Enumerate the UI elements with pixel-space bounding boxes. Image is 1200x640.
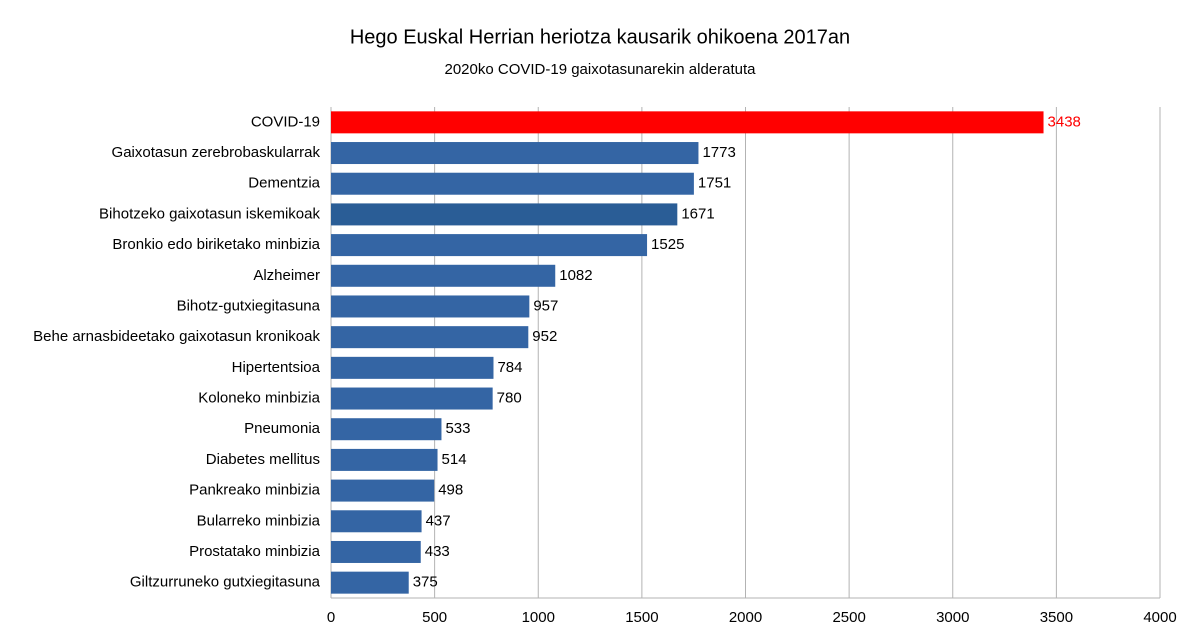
x-tick-label: 0 [327,609,335,626]
y-tick-label: Hipertentsioa [232,359,321,376]
bar [331,326,529,349]
bar [331,571,409,594]
y-tick-label: Prostatako minbizia [189,543,321,560]
bar [331,479,435,502]
bar [331,448,438,471]
y-tick-label: Diabetes mellitus [206,451,320,468]
y-tick-label: Giltzurruneko gutxiegitasuna [130,574,321,591]
y-tick-label: Pankreako minbizia [189,482,321,499]
chart-subtitle: 2020ko COVID-19 gaixotasunarekin alderat… [444,61,756,78]
value-label: 437 [426,512,451,529]
value-label: 514 [442,451,467,468]
value-label: 533 [445,420,470,437]
value-label: 433 [425,543,450,560]
bar [331,142,699,165]
chart-title: Hego Euskal Herrian heriotza kausarik oh… [350,26,850,48]
value-label: 957 [533,297,558,314]
value-label: 784 [497,359,522,376]
x-tick-label: 4000 [1143,609,1176,626]
y-tick-label: Gaixotasun zerebrobaskularrak [112,144,321,161]
value-label: 952 [532,328,557,345]
x-tick-label: 1500 [625,609,658,626]
bar [331,418,442,441]
y-tick-label: Bronkio edo biriketako minbizia [112,236,320,253]
y-tick-label: Bihotz-gutxiegitasuna [177,297,321,314]
bar [331,234,648,257]
y-tick-label: Koloneko minbizia [198,390,320,407]
x-tick-label: 3000 [936,609,969,626]
x-tick-label: 2000 [729,609,762,626]
value-label: 498 [438,482,463,499]
y-tick-label: Dementzia [248,175,320,192]
bar [331,172,694,195]
bar [331,264,556,287]
bar [331,510,422,533]
value-label: 1671 [681,205,714,222]
value-label: 1773 [702,144,735,161]
bar [331,387,493,410]
y-tick-label: Alzheimer [253,267,320,284]
y-tick-label: COVID-19 [251,113,320,130]
y-tick-label: Pneumonia [244,420,321,437]
x-tick-label: 3500 [1040,609,1073,626]
bar [331,356,494,379]
value-label: 3438 [1048,113,1081,130]
value-label: 780 [497,390,522,407]
y-tick-label: Bihotzeko gaixotasun iskemikoak [99,205,320,222]
value-label: 1082 [559,267,592,284]
y-tick-label: Bularreko minbizia [197,512,321,529]
bar [331,540,421,563]
value-label: 1525 [651,236,684,253]
x-tick-label: 500 [422,609,447,626]
bar [331,111,1044,134]
x-tick-label: 2500 [832,609,865,626]
y-tick-label: Behe arnasbideetako gaixotasun kronikoak [33,328,320,345]
value-label: 1751 [698,175,731,192]
bar [331,203,678,226]
bar [331,295,530,318]
value-label: 375 [413,574,438,591]
x-tick-label: 1000 [522,609,555,626]
